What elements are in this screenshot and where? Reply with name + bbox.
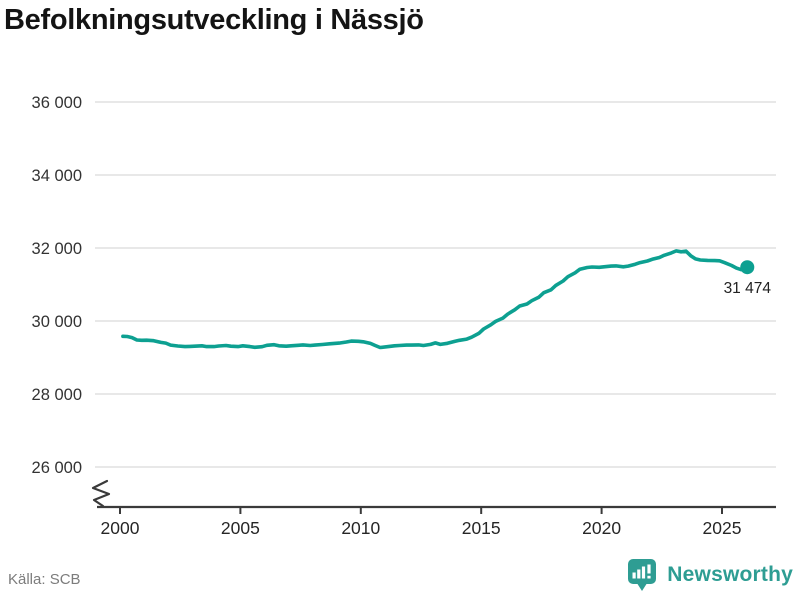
y-tick-label: 32 000 <box>32 240 82 258</box>
newsworthy-logo[interactable]: Newsworthy <box>625 557 793 593</box>
x-tick-label: 2020 <box>582 518 621 538</box>
chart-title: Befolkningsutveckling i Nässjö <box>4 4 424 36</box>
y-tick-label: 36 000 <box>32 94 82 112</box>
x-tick-label: 2005 <box>221 518 260 538</box>
latest-value-label: 31 474 <box>724 280 772 297</box>
source-note: Källa: SCB <box>8 571 81 588</box>
newsworthy-bubble-chart-icon <box>628 559 657 591</box>
population-line <box>121 249 750 350</box>
y-tick-label: 26 000 <box>32 459 82 477</box>
latest-value-dot[interactable] <box>740 260 755 275</box>
y-tick-label: 34 000 <box>32 167 82 185</box>
x-tick-label: 2025 <box>703 518 742 538</box>
x-tick-label: 2010 <box>341 518 380 538</box>
x-tick-label: 2015 <box>462 518 501 538</box>
axis-break-icon <box>91 479 111 508</box>
y-tick-label: 28 000 <box>32 386 82 404</box>
newsworthy-wordmark: Newsworthy <box>667 563 793 586</box>
x-tick-label: 2000 <box>101 518 140 538</box>
y-tick-label: 30 000 <box>32 313 82 331</box>
